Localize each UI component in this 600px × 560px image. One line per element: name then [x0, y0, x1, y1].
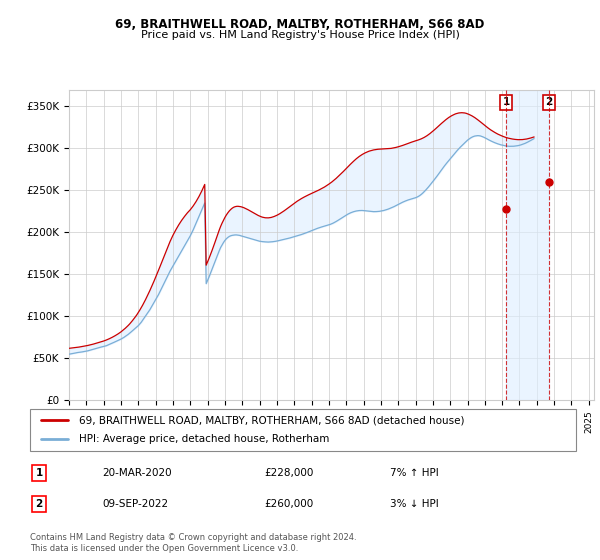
Text: HPI: Average price, detached house, Rotherham: HPI: Average price, detached house, Roth…: [79, 435, 329, 445]
Text: £228,000: £228,000: [264, 468, 313, 478]
Bar: [506, 90, 549, 400]
Text: 1: 1: [35, 468, 43, 478]
Text: 7% ↑ HPI: 7% ↑ HPI: [390, 468, 439, 478]
Text: 20-MAR-2020: 20-MAR-2020: [102, 468, 172, 478]
Text: 69, BRAITHWELL ROAD, MALTBY, ROTHERHAM, S66 8AD: 69, BRAITHWELL ROAD, MALTBY, ROTHERHAM, …: [115, 18, 485, 31]
Text: £260,000: £260,000: [264, 499, 313, 509]
Text: Price paid vs. HM Land Registry's House Price Index (HPI): Price paid vs. HM Land Registry's House …: [140, 30, 460, 40]
Text: 69, BRAITHWELL ROAD, MALTBY, ROTHERHAM, S66 8AD (detached house): 69, BRAITHWELL ROAD, MALTBY, ROTHERHAM, …: [79, 415, 464, 425]
Text: 3% ↓ HPI: 3% ↓ HPI: [390, 499, 439, 509]
Text: 09-SEP-2022: 09-SEP-2022: [102, 499, 168, 509]
Text: 2: 2: [545, 97, 553, 107]
Text: 1: 1: [502, 97, 509, 107]
Text: 2: 2: [35, 499, 43, 509]
FancyBboxPatch shape: [30, 409, 576, 451]
Text: Contains HM Land Registry data © Crown copyright and database right 2024.
This d: Contains HM Land Registry data © Crown c…: [30, 533, 356, 553]
